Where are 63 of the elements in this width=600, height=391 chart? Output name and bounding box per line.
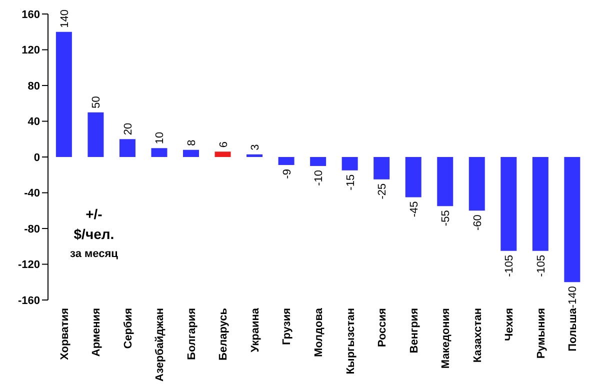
x-tick-label: Болгария xyxy=(186,308,198,360)
bar xyxy=(88,112,104,157)
data-label: -45 xyxy=(408,201,420,218)
data-label: -25 xyxy=(376,183,389,200)
bar xyxy=(246,154,263,157)
bar xyxy=(405,157,422,198)
data-label: 140 xyxy=(58,10,71,28)
bar xyxy=(564,157,580,282)
x-tick-label: Чехия xyxy=(504,308,516,341)
data-label: -105 xyxy=(535,254,548,277)
data-label: -55 xyxy=(440,210,452,226)
y-tick-label: 160 xyxy=(22,8,40,21)
bar xyxy=(468,157,485,211)
bar xyxy=(56,32,72,157)
annotation: +/- xyxy=(84,205,104,224)
x-tick-label: Хорватия xyxy=(58,308,71,360)
y-tick-label: 80 xyxy=(28,80,40,92)
data-label: -9 xyxy=(281,169,294,179)
data-label: 3 xyxy=(250,144,262,150)
x-tick-label: Польша xyxy=(567,307,580,352)
bar xyxy=(374,157,390,180)
bar xyxy=(151,148,168,157)
x-tick-label: Украина xyxy=(249,307,262,352)
bar xyxy=(500,157,517,251)
bar xyxy=(532,157,548,251)
x-tick-label: Сербия xyxy=(122,308,134,349)
x-tick-label: Грузия xyxy=(281,308,294,346)
data-label: -15 xyxy=(344,174,357,190)
x-tick-label: Россия xyxy=(376,308,389,348)
data-label: 10 xyxy=(154,132,166,144)
data-label: -10 xyxy=(313,170,326,186)
bar xyxy=(437,157,454,206)
data-label: 20 xyxy=(122,122,134,136)
x-tick-label: Македония xyxy=(440,308,452,369)
x-tick-label: Венгрия xyxy=(408,308,420,354)
y-tick-label: 120 xyxy=(22,44,40,57)
bar xyxy=(183,150,199,157)
data-label: -60 xyxy=(472,214,484,231)
bar xyxy=(119,139,136,157)
bar xyxy=(214,152,231,157)
bar xyxy=(278,157,294,166)
data-label: -105 xyxy=(504,254,516,277)
x-tick-label: Беларусь xyxy=(218,308,230,360)
x-tick-label: Румыния xyxy=(535,308,548,359)
y-tick-label: 0 xyxy=(34,152,40,164)
y-tick-label: -80 xyxy=(24,223,40,236)
bar xyxy=(310,157,326,166)
annotation: за месяц xyxy=(70,247,118,262)
y-tick-label: -160 xyxy=(18,294,40,307)
y-tick-label: -120 xyxy=(18,259,40,272)
data-label: 6 xyxy=(218,142,230,148)
bar xyxy=(342,157,358,170)
x-tick-label: Кыргызстан xyxy=(344,308,357,374)
y-tick-label: -40 xyxy=(24,188,40,200)
data-label: 50 xyxy=(90,96,103,108)
y-tick-label: 40 xyxy=(28,116,40,128)
x-tick-label: Молдова xyxy=(313,307,325,358)
annotation: $/чел. xyxy=(72,225,116,244)
x-tick-label: Казахстан xyxy=(472,308,484,363)
data-label: -140 xyxy=(567,286,580,308)
x-tick-label: Азербайджан xyxy=(154,308,166,382)
x-tick-label: Армения xyxy=(90,308,103,357)
data-label: 8 xyxy=(186,140,198,146)
